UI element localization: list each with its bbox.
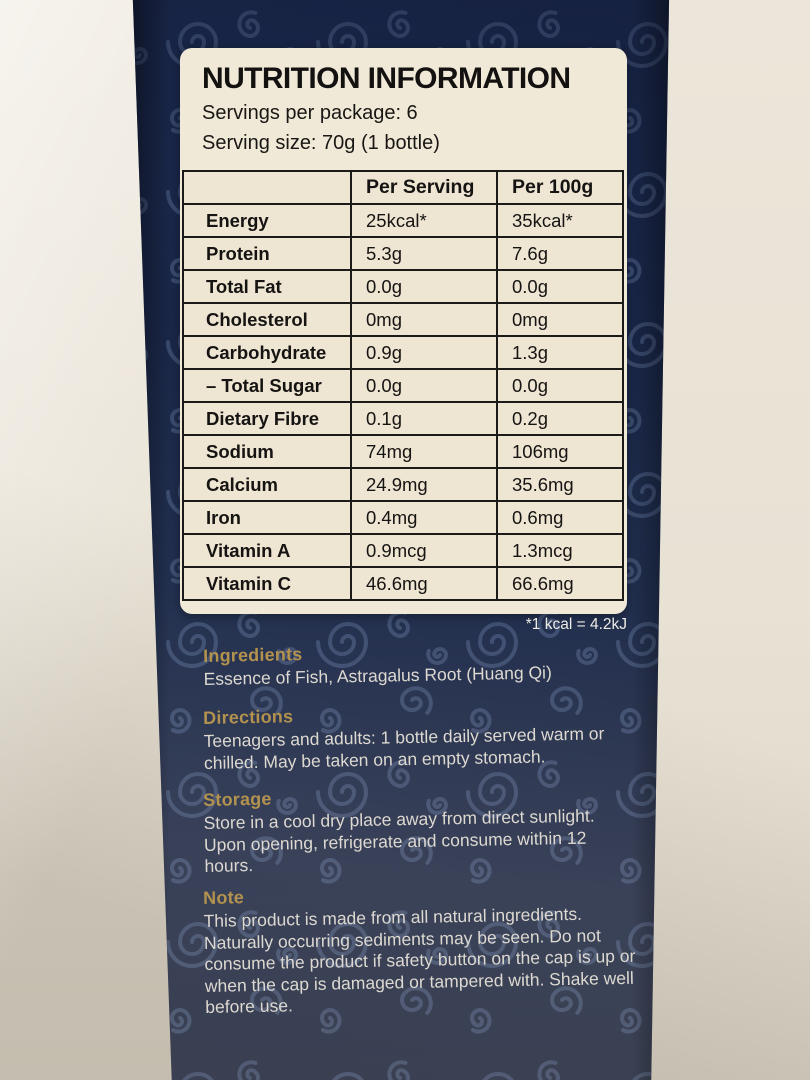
nutrient-value-cell: 106mg	[496, 434, 624, 469]
nutrient-name-cell: Calcium	[182, 467, 352, 502]
header-empty-cell	[182, 170, 352, 205]
nutrient-value-cell: 66.6mg	[496, 566, 624, 601]
header-per-serving: Per Serving	[350, 170, 498, 205]
storage-body: Store in a cool dry place away from dire…	[203, 805, 595, 876]
directions-body: Teenagers and adults: 1 bottle daily ser…	[203, 723, 605, 773]
table-row: Total Fat 0.0g 0.0g	[182, 269, 624, 304]
nutrient-value-cell: 0.0g	[496, 368, 624, 403]
table-header-row: Per Serving Per 100g	[182, 170, 624, 205]
nutrient-value-cell: 0.0g	[350, 269, 498, 304]
nutrient-value-cell: 46.6mg	[350, 566, 498, 601]
serving-size: Serving size: 70g (1 bottle)	[202, 132, 440, 154]
nutrient-value-cell: 35kcal*	[496, 203, 624, 238]
table-row: Dietary Fibre 0.1g 0.2g	[182, 401, 624, 436]
kcal-conversion-footnote: *1 kcal = 4.2kJ	[525, 616, 627, 633]
nutrient-name-cell: Dietary Fibre	[182, 401, 352, 436]
nutrition-title: NUTRITION INFORMATION	[202, 62, 571, 95]
nutrient-value-cell: 7.6g	[496, 236, 624, 271]
nutrient-name-cell: Energy	[182, 203, 352, 238]
nutrient-value-cell: 35.6mg	[496, 467, 624, 502]
nutrient-value-cell: 1.3mcg	[496, 533, 624, 568]
nutrient-value-cell: 0mg	[496, 302, 624, 337]
servings-per-package: Servings per package: 6	[202, 102, 418, 124]
section-storage: Storage Store in a cool dry place away f…	[203, 782, 639, 878]
nutrient-name-cell: – Total Sugar	[182, 368, 352, 403]
nutrient-name-cell: Vitamin A	[182, 533, 352, 568]
section-directions: Directions Teenagers and adults: 1 bottl…	[203, 700, 638, 774]
table-row: Carbohydrate 0.9g 1.3g	[182, 335, 624, 370]
nutrient-name-cell: Carbohydrate	[182, 335, 352, 370]
nutrient-value-cell: 0.0g	[350, 368, 498, 403]
nutrient-name-cell: Total Fat	[182, 269, 352, 304]
note-body: This product is made from all natural in…	[203, 903, 636, 1017]
nutrition-table: Per Serving Per 100g Energy 25kcal* 35kcal…	[182, 170, 624, 601]
nutrient-name-cell: Iron	[182, 500, 352, 535]
nutrient-name-cell: Sodium	[182, 434, 352, 469]
nutrient-name-cell: Vitamin C	[182, 566, 352, 601]
nutrient-value-cell: 0.1g	[350, 401, 498, 436]
table-row: Iron 0.4mg 0.6mg	[182, 500, 624, 535]
nutrient-value-cell: 0.4mg	[350, 500, 498, 535]
table-row: Sodium 74mg 106mg	[182, 434, 624, 469]
table-row: Cholesterol 0mg 0mg	[182, 302, 624, 337]
nutrient-value-cell: 1.3g	[496, 335, 624, 370]
nutrient-value-cell: 25kcal*	[350, 203, 498, 238]
table-row: Vitamin C 46.6mg 66.6mg	[182, 566, 624, 601]
section-note: Note This product is made from all natur…	[203, 880, 639, 1019]
table-row: Energy 25kcal* 35kcal*	[182, 203, 624, 238]
nutrient-name-cell: Cholesterol	[182, 302, 352, 337]
nutrient-value-cell: 74mg	[350, 434, 498, 469]
nutrient-value-cell: 0mg	[350, 302, 498, 337]
nutrient-value-cell: 5.3g	[350, 236, 498, 271]
label-header: NUTRITION INFORMATION Servings per packa…	[180, 48, 627, 155]
header-per-100g: Per 100g	[496, 170, 624, 205]
nutrient-value-cell: 0.6mg	[496, 500, 624, 535]
table-row: – Total Sugar 0.0g 0.0g	[182, 368, 624, 403]
section-ingredients: Ingredients Essence of Fish, Astragalus …	[203, 638, 638, 691]
nutrient-value-cell: 0.0g	[496, 269, 624, 304]
table-row: Vitamin A 0.9mcg 1.3mcg	[182, 533, 624, 568]
table-row: Calcium 24.9mg 35.6mg	[182, 467, 624, 502]
nutrition-label-card: NUTRITION INFORMATION Servings per packa…	[180, 48, 627, 614]
nutrient-value-cell: 24.9mg	[350, 467, 498, 502]
nutrient-value-cell: 0.9g	[350, 335, 498, 370]
nutrient-value-cell: 0.9mcg	[350, 533, 498, 568]
nutrition-table-body: Energy 25kcal* 35kcal* Protein 5.3g 7.6g Total…	[182, 203, 624, 601]
table-row: Protein 5.3g 7.6g	[182, 236, 624, 271]
nutrient-name-cell: Protein	[182, 236, 352, 271]
nutrient-value-cell: 0.2g	[496, 401, 624, 436]
